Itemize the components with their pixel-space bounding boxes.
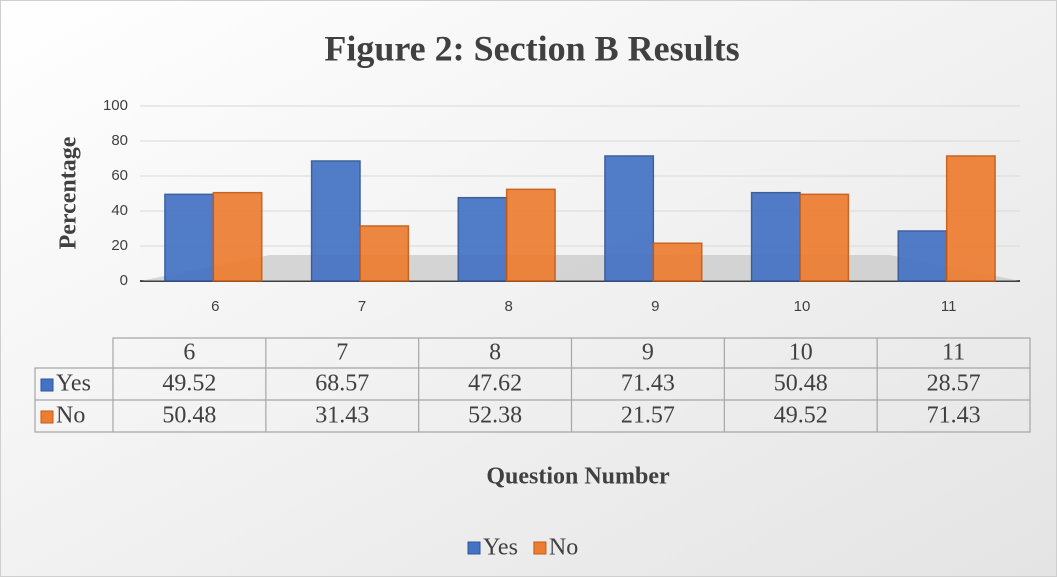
- bar: [652, 242, 703, 282]
- table-value: 50.48: [774, 371, 828, 397]
- table-header: 9: [642, 340, 654, 366]
- bar: [604, 155, 655, 282]
- y-tick-label: 20: [111, 237, 128, 254]
- x-tick-label: 9: [651, 298, 659, 315]
- table-header: 8: [489, 340, 501, 366]
- table-header: 6: [183, 340, 195, 366]
- y-tick-label: 40: [111, 202, 128, 219]
- x-tick-label: 11: [941, 298, 957, 315]
- table-value: 21.57: [621, 403, 675, 429]
- x-tick-label: 10: [794, 298, 811, 315]
- legend-label: Yes: [483, 535, 518, 561]
- floor: [140, 255, 1020, 281]
- table-header: 10: [789, 340, 813, 366]
- table-value: 71.43: [927, 403, 981, 429]
- table-grid: [34, 337, 1031, 433]
- bar: [359, 225, 410, 282]
- table-value: 52.38: [468, 403, 522, 429]
- table-header: 11: [942, 340, 965, 366]
- table-value: 31.43: [315, 403, 369, 429]
- bar: [164, 193, 215, 282]
- x-tick-label: 7: [358, 298, 366, 315]
- bar: [750, 191, 801, 282]
- table-value: 28.57: [927, 371, 981, 397]
- y-tick-label: 0: [120, 272, 128, 289]
- legend-key: [533, 541, 547, 555]
- chart-title: Figure 2: Section B Results: [324, 28, 739, 68]
- table-value: 49.52: [162, 371, 216, 397]
- bar: [799, 193, 850, 282]
- table-value: 47.62: [468, 371, 522, 397]
- bar: [310, 160, 361, 282]
- legend-key: [467, 541, 481, 555]
- table-value: 50.48: [162, 403, 216, 429]
- table-header: 7: [336, 340, 348, 366]
- bar: [897, 230, 948, 282]
- table-legend-key: [40, 378, 54, 392]
- legend-label: No: [549, 535, 578, 561]
- y-axis-label: Percentage: [56, 136, 82, 249]
- table-value: 68.57: [315, 371, 369, 397]
- table-legend-key: [40, 410, 54, 424]
- bar: [505, 188, 556, 282]
- y-tick-label: 60: [111, 167, 128, 184]
- table-value: 71.43: [621, 371, 675, 397]
- x-tick-label: 8: [504, 298, 512, 315]
- x-axis-label: Question Number: [486, 464, 670, 490]
- bar: [945, 155, 996, 282]
- table-row-label: No: [56, 403, 85, 429]
- bar: [457, 196, 508, 282]
- y-tick-label: 80: [111, 132, 128, 149]
- bar: [212, 191, 263, 282]
- table-value: 49.52: [774, 403, 828, 429]
- x-tick-label: 6: [211, 298, 219, 315]
- table-row-label: Yes: [56, 371, 91, 397]
- y-tick-label: 100: [103, 97, 128, 114]
